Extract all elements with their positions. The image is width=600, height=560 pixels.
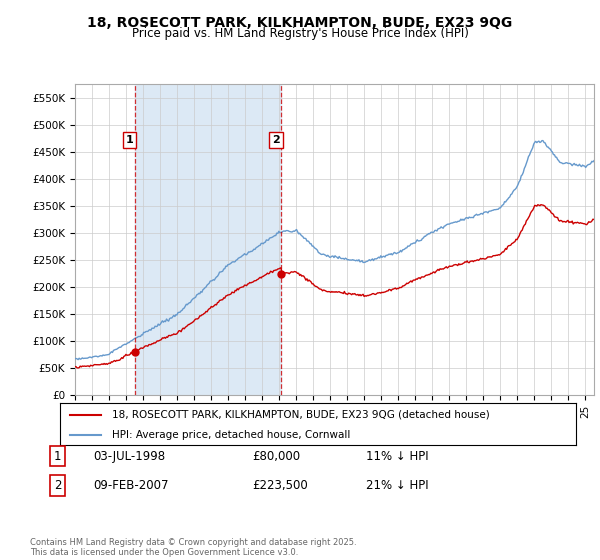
Text: Contains HM Land Registry data © Crown copyright and database right 2025.
This d: Contains HM Land Registry data © Crown c… — [30, 538, 356, 557]
Text: 18, ROSECOTT PARK, KILKHAMPTON, BUDE, EX23 9QG: 18, ROSECOTT PARK, KILKHAMPTON, BUDE, EX… — [88, 16, 512, 30]
Text: 1: 1 — [125, 135, 133, 145]
Text: 11% ↓ HPI: 11% ↓ HPI — [366, 450, 428, 463]
Text: 18, ROSECOTT PARK, KILKHAMPTON, BUDE, EX23 9QG (detached house): 18, ROSECOTT PARK, KILKHAMPTON, BUDE, EX… — [112, 410, 490, 420]
Text: 1: 1 — [54, 450, 62, 463]
Text: 09-FEB-2007: 09-FEB-2007 — [93, 479, 169, 492]
Text: HPI: Average price, detached house, Cornwall: HPI: Average price, detached house, Corn… — [112, 430, 350, 440]
Text: 2: 2 — [272, 135, 280, 145]
Text: £223,500: £223,500 — [252, 479, 308, 492]
Bar — [134, 84, 281, 395]
Text: Price paid vs. HM Land Registry's House Price Index (HPI): Price paid vs. HM Land Registry's House … — [131, 27, 469, 40]
Text: 2: 2 — [54, 479, 62, 492]
Text: 03-JUL-1998: 03-JUL-1998 — [93, 450, 165, 463]
Text: £80,000: £80,000 — [252, 450, 300, 463]
Text: 21% ↓ HPI: 21% ↓ HPI — [366, 479, 428, 492]
